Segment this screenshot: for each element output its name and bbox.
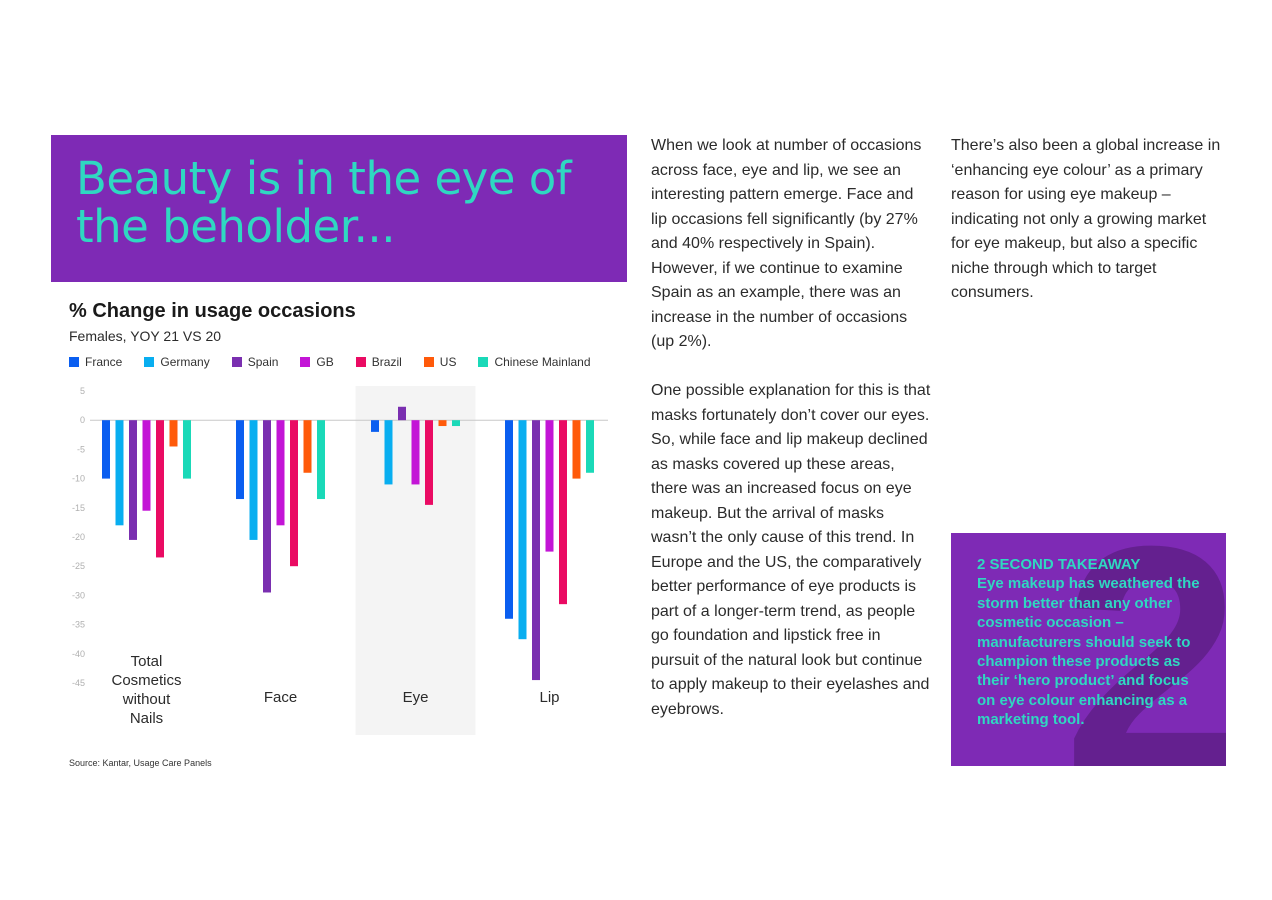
y-tick-label: -5 bbox=[77, 444, 85, 454]
legend-item: Germany bbox=[144, 355, 210, 369]
takeaway-text: Eye makeup has weathered the storm bette… bbox=[977, 575, 1200, 729]
category-label: without bbox=[122, 691, 171, 708]
bar-spain bbox=[129, 420, 137, 540]
bar-gb bbox=[276, 420, 285, 526]
bar-spain bbox=[263, 420, 271, 593]
bar-france bbox=[371, 420, 379, 432]
bar-france bbox=[102, 420, 110, 479]
legend-swatch bbox=[69, 357, 79, 367]
bar-chinese-mainland bbox=[452, 420, 460, 427]
col1-paragraph-2: One possible explanation for this is tha… bbox=[651, 382, 931, 718]
legend-swatch bbox=[144, 357, 155, 367]
takeaway-heading: 2 SECOND TAKEAWAY bbox=[977, 556, 1141, 573]
bar-spain bbox=[398, 406, 406, 421]
bar-france bbox=[505, 420, 513, 619]
category-label: Cosmetics bbox=[111, 672, 181, 689]
y-tick-label: -35 bbox=[72, 620, 85, 630]
y-tick-label: -45 bbox=[72, 678, 85, 688]
legend-swatch bbox=[300, 357, 311, 367]
source-note: Source: Kantar, Usage Care Panels bbox=[69, 758, 212, 768]
takeaway-content: 2 SECOND TAKEAWAY Eye makeup has weather… bbox=[977, 555, 1202, 730]
bar-us bbox=[572, 420, 581, 479]
bar-france bbox=[236, 420, 244, 500]
bar-chinese-mainland bbox=[586, 420, 594, 473]
y-tick-label: -40 bbox=[72, 649, 85, 659]
bar-gb bbox=[411, 420, 420, 485]
bar-us bbox=[169, 420, 178, 447]
legend-swatch bbox=[231, 357, 242, 367]
y-tick-label: -25 bbox=[72, 561, 85, 571]
title-banner: Beauty is in the eye of the beholder... bbox=[51, 135, 627, 282]
bar-chinese-mainland bbox=[183, 420, 191, 479]
chart-legend: France Germany Spain GB Brazil US Chinese Main… bbox=[69, 355, 613, 369]
legend-item: Brazil bbox=[355, 355, 402, 369]
takeaway-box: 2 2 SECOND TAKEAWAY Eye makeup has weath… bbox=[951, 533, 1226, 766]
legend-swatch bbox=[423, 357, 434, 367]
category-label: Total bbox=[131, 653, 163, 670]
bar-us bbox=[303, 420, 312, 473]
col2-paragraph-1: There’s also been a global increase in ‘… bbox=[951, 137, 1221, 301]
y-tick-label: 5 bbox=[80, 386, 85, 396]
bar-brazil bbox=[290, 420, 298, 567]
legend-label: Spain bbox=[247, 355, 279, 369]
chart-subtitle: Females, YOY 21 VS 20 bbox=[69, 328, 222, 344]
bar-germany bbox=[249, 420, 258, 540]
legend-swatch bbox=[478, 357, 489, 367]
legend-label: Chinese Mainland bbox=[494, 355, 591, 369]
category-label: Eye bbox=[403, 689, 429, 706]
bar-us bbox=[438, 420, 447, 427]
legend-item: US bbox=[423, 355, 457, 369]
legend-item: France bbox=[69, 355, 122, 369]
bar-gb bbox=[545, 420, 554, 552]
body-column-2: There’s also been a global increase in ‘… bbox=[951, 134, 1226, 306]
takeaway-number: 2 bbox=[1063, 533, 1226, 766]
bar-chart: 5 0 -5 -10 -15 -20 -25 -30 -35 -40 -45 Total Cosmeti… bbox=[72, 386, 608, 735]
legend-label: GB bbox=[316, 355, 334, 369]
legend-label: Brazil bbox=[371, 355, 402, 369]
col1-paragraph-1: When we look at number of occasions acro… bbox=[651, 137, 922, 350]
legend-label: Germany bbox=[160, 355, 210, 369]
y-tick-label: -30 bbox=[72, 590, 85, 600]
bar-brazil bbox=[559, 420, 567, 605]
chart-title: % Change in usage occasions bbox=[69, 300, 356, 322]
bar-brazil bbox=[425, 420, 433, 505]
legend-item: GB bbox=[300, 355, 334, 369]
category-label: Lip bbox=[539, 689, 559, 706]
y-tick-label: -20 bbox=[72, 532, 85, 542]
category-label: Face bbox=[264, 689, 297, 706]
legend-label: US bbox=[439, 355, 457, 369]
legend-label: France bbox=[85, 355, 123, 369]
legend-swatch bbox=[355, 357, 366, 367]
legend-item: Chinese Mainland bbox=[478, 355, 591, 369]
bar-spain bbox=[532, 420, 540, 681]
y-tick-label: 0 bbox=[80, 415, 85, 425]
bar-brazil bbox=[156, 420, 164, 558]
page-title: Beauty is in the eye of the beholder... bbox=[76, 152, 572, 253]
y-tick-label: -15 bbox=[72, 503, 85, 513]
bar-germany bbox=[384, 420, 393, 485]
bar-germany bbox=[518, 420, 527, 640]
bar-gb bbox=[142, 420, 151, 511]
body-column-1: When we look at number of occasions acro… bbox=[651, 134, 931, 722]
y-tick-label: -10 bbox=[72, 474, 85, 484]
category-label: Nails bbox=[130, 710, 163, 727]
bar-chinese-mainland bbox=[317, 420, 325, 500]
legend-item: Spain bbox=[231, 355, 279, 369]
bar-germany bbox=[115, 420, 124, 526]
